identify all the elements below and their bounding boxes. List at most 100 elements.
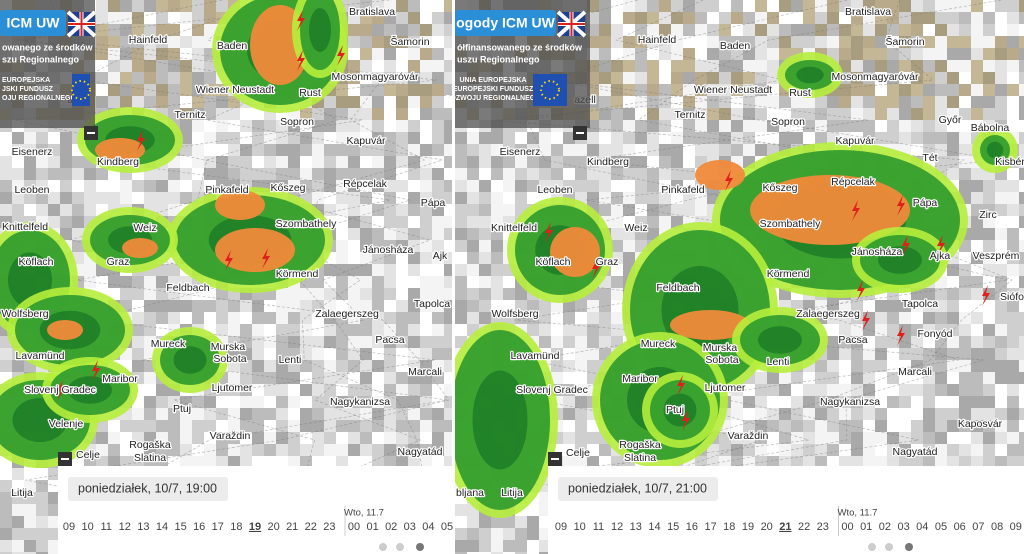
cloud-cell [72,204,84,216]
cloud-cell [791,36,803,48]
hour[interactable]: 13 [137,521,149,533]
cloud-cell [911,444,923,456]
cloud-cell [767,36,779,48]
precip-heavy [750,175,910,245]
page-dot[interactable] [396,543,404,551]
cloud-cell [659,0,671,12]
hour[interactable]: 13 [630,521,642,533]
cloud-cell [755,144,767,156]
cloud-cell [360,324,372,336]
border-line [551,0,1013,521]
cloud-cell [971,456,983,468]
hour[interactable]: 16 [193,521,205,533]
hour[interactable]: 15 [667,521,679,533]
hour[interactable]: 23 [817,521,829,533]
hour[interactable]: 11 [100,521,111,533]
hour[interactable]: 05 [441,521,453,533]
cloud-cell [144,456,156,468]
cloud-cell [312,144,324,156]
cloud-cell [635,156,647,168]
cloud-cell [587,348,599,360]
hour[interactable]: 22 [305,521,317,533]
hour[interactable]: 12 [611,521,623,533]
cloud-cell [959,384,971,396]
hour[interactable]: 20 [761,521,773,533]
hour[interactable]: 17 [212,521,224,533]
hour[interactable]: 18 [723,521,735,533]
page-dot[interactable] [905,543,913,551]
cloud-cell [132,0,144,12]
cloud-cell [132,72,144,84]
hour[interactable]: 11 [593,521,604,533]
cloud-cell [755,96,767,108]
hour[interactable]: 04 [422,521,434,533]
hour[interactable]: 01 [366,521,378,533]
hour[interactable]: 02 [385,521,397,533]
hour[interactable]: 22 [798,521,810,533]
cloud-cell [192,132,204,144]
hour[interactable]: 14 [648,521,660,533]
cloud-cell [863,456,875,468]
cloud-cell [743,48,755,60]
cloud-cell [60,132,72,144]
hour[interactable]: 12 [119,521,131,533]
hour[interactable]: 23 [323,521,335,533]
hour[interactable]: 09 [1010,521,1022,533]
cloud-cell [995,324,1007,336]
hour[interactable]: 02 [879,521,891,533]
cloud-cell [180,456,192,468]
hour[interactable]: 03 [404,521,416,533]
hour[interactable]: 19 [249,521,261,533]
hour[interactable]: 09 [555,521,567,533]
hour[interactable]: 04 [916,521,928,533]
hour[interactable]: 06 [954,521,966,533]
page-dot[interactable] [885,543,893,551]
page-dot[interactable] [379,543,387,551]
hour[interactable]: 03 [897,521,909,533]
cloud-cell [755,132,767,144]
hour[interactable]: 07 [972,521,984,533]
cloud-cell [420,24,432,36]
cloud-cell [599,300,611,312]
cloud-cell [683,132,695,144]
cloud-cell [1007,324,1019,336]
hour[interactable]: 18 [230,521,242,533]
cloud-cell [551,312,563,324]
hour[interactable]: 14 [156,521,168,533]
cloud-cell [779,12,791,24]
hour[interactable]: 15 [174,521,186,533]
cloud-cell [360,420,372,432]
place-label: Lavamünd [510,350,559,362]
hour[interactable]: 19 [742,521,754,533]
cloud-cell [827,36,839,48]
hour[interactable]: 16 [686,521,698,533]
hour[interactable]: 00 [841,521,853,533]
cloud-cell [1007,228,1019,240]
hour[interactable]: 10 [81,521,93,533]
hour[interactable]: 00 [348,521,360,533]
cloud-cell [1019,264,1024,276]
cloud-cell [168,108,180,120]
page-dot[interactable] [868,543,876,551]
cloud-cell [312,156,324,168]
hour[interactable]: 01 [860,521,872,533]
place-label: Zalaegerszeg [796,308,860,320]
cloud-cell [503,168,515,180]
cloud-cell [815,96,827,108]
hour[interactable]: 10 [574,521,586,533]
hour[interactable]: 08 [991,521,1003,533]
hour[interactable]: 09 [63,521,75,533]
cloud-cell [479,228,491,240]
hour[interactable]: 20 [267,521,279,533]
hour[interactable]: 05 [935,521,947,533]
cloud-cell [432,192,444,204]
cloud-cell [623,204,635,216]
page-dot[interactable] [416,543,424,551]
cloud-cell [767,432,779,444]
cloud-cell [132,60,144,72]
cloud-cell [1019,60,1024,72]
hour[interactable]: 21 [779,521,791,533]
cloud-cell [384,144,396,156]
hour[interactable]: 17 [704,521,716,533]
hour[interactable]: 21 [286,521,298,533]
